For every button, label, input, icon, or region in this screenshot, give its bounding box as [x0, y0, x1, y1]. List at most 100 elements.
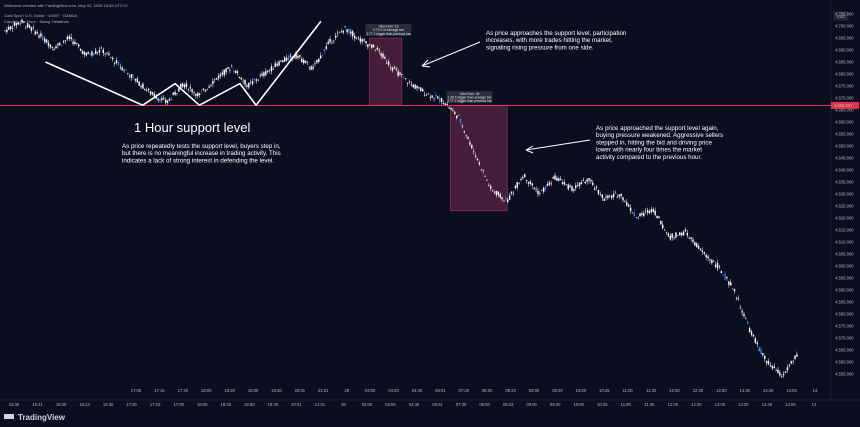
candle-body [19, 22, 21, 24]
candle-body [365, 41, 367, 44]
candle-body [285, 57, 288, 61]
time-tick-label: 17:00 [126, 402, 137, 407]
candle-body [760, 348, 762, 354]
candle-body [629, 207, 632, 212]
candle-body [89, 54, 91, 56]
candle-body [709, 259, 711, 261]
candle-body [529, 181, 532, 184]
tradingview-logo: TradingView [4, 413, 66, 422]
price-axis-ticks[interactable]: 4,705.000 4,700.000 4,695.000 4,690.000 4,68… [835, 12, 854, 377]
candle-body [452, 110, 454, 111]
time-tick-label: 03:00 [362, 402, 373, 407]
candle-body [720, 271, 723, 274]
candle-body [123, 70, 125, 72]
candle-body [276, 63, 278, 66]
candle-body [684, 229, 687, 232]
candle-body [563, 182, 566, 185]
candle-body [66, 37, 69, 40]
candle-body [387, 61, 390, 65]
candle-body [251, 81, 254, 84]
candle-body [512, 193, 515, 194]
candle-body [507, 199, 509, 203]
candle-body [221, 72, 224, 75]
candle-body [212, 81, 214, 85]
candle-body [104, 53, 106, 55]
candle-body [531, 183, 534, 186]
session-tick-label: 11:00 [623, 388, 634, 393]
candle-body [350, 31, 352, 34]
volume-box[interactable] [450, 104, 508, 212]
price-tick-label: 4,635.000 [835, 180, 854, 185]
candle-body [425, 94, 428, 96]
candle-body [610, 195, 613, 199]
time-tick-label: 12:00 [668, 402, 679, 407]
time-axis-ticks[interactable]: 15:30 15:41 16:00 16:13 16:30 17:00 17:15 17:30… [9, 402, 817, 407]
candle-body [355, 38, 358, 39]
currency-badge[interactable]: USD [837, 14, 846, 19]
candle-body [697, 246, 700, 249]
price-tick-label: 4,660.000 [835, 120, 854, 125]
candle-body [302, 59, 305, 64]
candle-body [47, 42, 50, 46]
time-tick-label: 04:00 [385, 402, 396, 407]
price-tick-label: 4,645.000 [835, 156, 854, 161]
candle-body [166, 100, 169, 103]
candle-body [304, 60, 307, 64]
candle-body [250, 82, 252, 83]
candle-body [404, 78, 407, 79]
volume-box[interactable] [369, 37, 403, 106]
price-tick-label: 4,680.000 [835, 72, 854, 77]
support-level-label: 1 Hour support level [134, 120, 250, 135]
candle-body [516, 182, 518, 188]
time-tick-label: 20:01 [291, 402, 302, 407]
candle-body [225, 68, 227, 73]
time-tick-label: 09:30 [550, 402, 561, 407]
candle-body [501, 197, 503, 200]
candle-body [95, 50, 97, 55]
time-tick-label: 07:30 [456, 402, 467, 407]
candle-body [227, 67, 229, 69]
currency-badge-bg[interactable] [833, 11, 849, 21]
candle-body [459, 118, 462, 123]
candle-body [765, 361, 768, 364]
candle-body [316, 59, 318, 63]
candle-body [542, 187, 545, 192]
candle-body [369, 44, 371, 45]
annotation-line: stepped in, hitting the bid and driving … [596, 139, 712, 146]
candle-body [539, 193, 541, 195]
candle-body [680, 232, 683, 236]
candle-body [654, 210, 656, 216]
time-tick-label: 19:30 [268, 402, 279, 407]
candle-body [217, 75, 220, 79]
candle-body [582, 179, 585, 181]
candle-body [181, 83, 184, 87]
volume-box-label: Vlow Dom: 16 [379, 25, 399, 29]
candle-body [747, 321, 749, 325]
candle-body [692, 239, 694, 242]
candle-body [416, 85, 418, 89]
candle-body [639, 213, 641, 217]
volume-box-label-bg [365, 24, 412, 36]
candle-body [558, 178, 560, 181]
candle-body [274, 63, 276, 67]
session-tick-label: 11:30 [646, 388, 657, 393]
candle-body [739, 307, 741, 309]
candle-body [601, 194, 603, 198]
candle-body [64, 40, 67, 42]
arrow-to-second-box [525, 139, 591, 154]
session-tick-label: 14 [813, 388, 818, 393]
candle-body [550, 183, 552, 185]
current-price-tag: 4,666.897 [834, 103, 853, 108]
candle-body [548, 182, 551, 185]
candle-body [253, 78, 256, 81]
candle-body [593, 188, 596, 190]
candle-body [382, 53, 384, 58]
candle-body [469, 142, 471, 145]
candle-body [527, 181, 530, 184]
candle-body [559, 178, 562, 181]
candle-body [767, 361, 770, 365]
candle-body [671, 233, 673, 238]
candle-body [42, 36, 44, 41]
candle-body [669, 235, 671, 240]
